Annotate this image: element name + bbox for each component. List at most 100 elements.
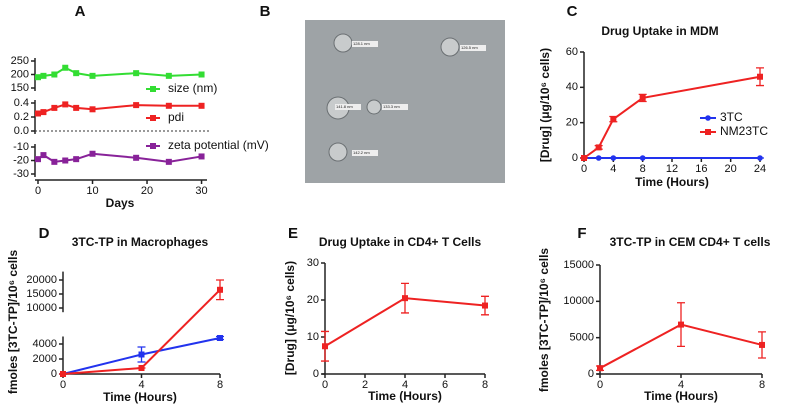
data-point: [40, 72, 47, 79]
x-tick-label: 20: [141, 185, 153, 197]
chart-title: Drug Uptake in CD4+ T Cells: [319, 235, 482, 249]
scale-label: 142.2 nm: [353, 150, 370, 155]
y-tick-label: -20: [13, 154, 29, 166]
legend-label: zeta potential (mV): [168, 138, 269, 152]
data-point: [639, 155, 646, 161]
tem-image: 128.1 nm 126.5 nm 141.8 nm 133.3 nm 142.…: [305, 20, 505, 183]
data-point: [51, 71, 58, 78]
data-point: [51, 158, 58, 165]
y-tick-label: 20000: [26, 274, 57, 286]
y-tick-label: 0: [313, 368, 319, 380]
data-point: [198, 153, 205, 160]
data-point: [138, 365, 145, 371]
x-tick-label: 8: [482, 379, 488, 391]
panel-letter: C: [567, 3, 578, 20]
y-tick-label: 0.4: [14, 97, 29, 109]
x-tick-label: 10: [86, 185, 98, 197]
data-point: [595, 155, 602, 161]
data-point: [610, 155, 617, 161]
scale-box: [352, 150, 378, 156]
data-point: [62, 157, 69, 164]
data-point: [40, 109, 47, 116]
data-point: [757, 73, 763, 80]
data-point: [595, 144, 602, 151]
data-point: [217, 286, 223, 293]
x-tick-label: 30: [195, 185, 207, 197]
scale-box: [352, 41, 378, 47]
scale-box: [460, 45, 486, 51]
panel-letter: B: [260, 3, 271, 20]
data-point: [35, 74, 41, 81]
data-point: [62, 101, 69, 108]
panel-letter: D: [39, 225, 50, 242]
x-tick-label: 4: [610, 163, 616, 175]
data-point: [89, 106, 96, 113]
x-tick-label: 0: [322, 379, 328, 391]
y-tick-label: 0: [51, 368, 57, 380]
scale-label: 128.1 nm: [353, 41, 370, 46]
chart-title: 3TC-TP in Macrophages: [72, 235, 209, 249]
data-point: [678, 321, 684, 328]
data-point: [73, 70, 80, 77]
legend-label: 3TC: [720, 110, 743, 124]
legend-label: NM23TC: [720, 124, 768, 138]
y-tick-label: 15000: [26, 288, 57, 300]
panel-letter: A: [75, 3, 86, 20]
y-tick-label: 0.0: [14, 125, 29, 137]
scale-box: [335, 104, 361, 110]
y-tick-label: -10: [13, 141, 29, 153]
data-point: [402, 295, 408, 302]
legend-label: size (nm): [168, 81, 217, 95]
legend-marker: [150, 143, 156, 149]
data-point: [198, 102, 205, 109]
chart-title: Drug Uptake in MDM: [601, 24, 718, 38]
x-tick-label: 2: [362, 379, 368, 391]
y-tick-label: 200: [11, 68, 29, 80]
y-axis-title: fmoles [3TC-TP]/10⁶ cells: [537, 248, 551, 393]
y-axis-title: [Drug] (μg/10⁶ cells): [283, 261, 297, 375]
x-tick-label: 8: [217, 379, 223, 391]
x-tick-label: 4: [138, 379, 144, 391]
legend-marker: [150, 86, 156, 92]
x-tick-label: 24: [754, 163, 766, 175]
y-tick-label: 4000: [33, 338, 57, 350]
y-tick-label: 10: [307, 331, 319, 343]
data-point: [133, 154, 140, 161]
y-tick-label: 40: [566, 81, 578, 93]
x-tick-label: 16: [695, 163, 707, 175]
y-tick-label: 0: [572, 152, 578, 164]
x-tick-label: 0: [60, 379, 66, 391]
data-point: [639, 94, 646, 101]
y-tick-label: 30: [307, 257, 319, 269]
y-tick-label: -30: [13, 168, 29, 180]
data-point: [60, 371, 66, 377]
x-axis-title: Time (Hours): [103, 390, 177, 404]
legend-marker: [705, 129, 711, 135]
data-point: [581, 155, 587, 161]
x-tick-label: 0: [581, 163, 587, 175]
panel-letter: E: [288, 225, 298, 242]
x-tick-label: 4: [402, 379, 408, 391]
legend-marker: [150, 115, 156, 121]
data-point: [165, 158, 172, 165]
legend-label: pdi: [168, 110, 184, 124]
y-tick-label: 250: [11, 55, 29, 67]
x-axis-title: Time (Hours): [635, 175, 709, 189]
data-point: [322, 343, 328, 350]
panel-letter: F: [577, 225, 586, 242]
y-tick-label: 2000: [33, 353, 57, 365]
data-point: [165, 72, 172, 79]
x-tick-label: 0: [35, 185, 41, 197]
y-tick-label: 20: [307, 294, 319, 306]
data-point: [35, 156, 41, 163]
data-point: [133, 70, 140, 77]
data-point: [40, 152, 47, 159]
scale-box: [382, 104, 408, 110]
particle: [440, 37, 460, 57]
x-tick-label: 20: [725, 163, 737, 175]
y-tick-label: 15000: [563, 259, 594, 271]
y-axis-title: fmoles [3TC-TP]/10⁶ cells: [6, 250, 20, 395]
data-point: [165, 102, 172, 109]
data-point: [759, 341, 765, 348]
